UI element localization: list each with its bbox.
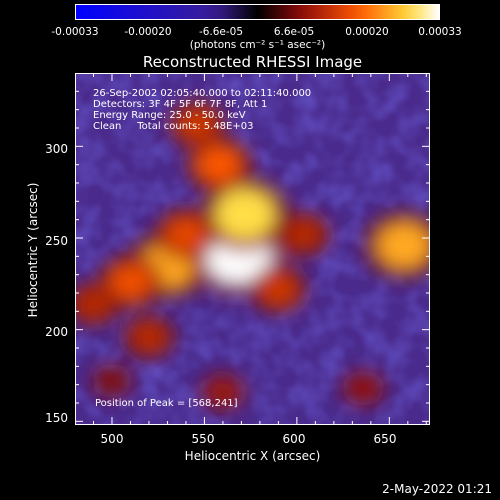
axes [75,73,430,425]
info-counts: Clean Total counts: 5.48E+03 [93,121,254,132]
colorbar-tick-label: 6.6e-05 [273,26,315,38]
info-energy-range: Energy Range: 25.0 - 50.0 keV [93,110,246,121]
plot-timestamp: 2-May-2022 01:21 [382,482,492,496]
plot-frame [75,73,430,425]
source-blob [286,219,322,250]
chart-title: Reconstructed RHESSI Image [142,53,363,71]
colorbar-tick-label: -0.00033 [51,26,99,38]
source-blob [98,369,126,393]
source-blob [349,376,378,401]
source-blob [76,289,111,319]
x-axis-label: Heliocentric X (arcsec) [184,449,321,463]
x-tick-label: 650 [373,432,397,446]
source-blob [377,222,430,269]
source-blob [215,188,276,240]
source-blob [109,263,152,301]
colorbar-tick-label: 0.00020 [345,26,389,38]
colorbar-unit-label: (photons cm⁻² s⁻¹ asec⁻²) [189,39,326,51]
x-tick-label: 550 [191,432,215,446]
rhessi-image [75,73,430,425]
y-axis-label: Heliocentric Y (arcsec) [26,182,40,318]
y-tick-label: 200 [45,325,68,339]
source-blob [178,108,217,141]
peak-position-label: Position of Peak = [568,241] [95,398,238,409]
colorbar-tick-label: -6.6e-05 [198,26,244,38]
x-tick-label: 500 [100,432,124,446]
colorbar [75,4,440,20]
colorbar-tick-label: -0.00020 [124,26,172,38]
colorbar-tick-label: 0.00033 [418,26,462,38]
info-detectors: Detectors: 3F 4F 5F 6F 7F 8F, Att 1 [93,99,268,110]
source-blob [197,145,242,184]
source-blob [259,273,298,306]
y-tick-label: 150 [45,411,68,425]
source-blob [165,216,207,252]
source-blob [131,322,167,352]
info-time-range: 26-Sep-2002 02:05:40.000 to 02:11:40.000 [93,88,312,99]
y-tick-label: 300 [45,142,68,156]
source-layer [75,100,430,411]
source-blob [207,379,239,405]
x-tick-label: 600 [282,432,306,446]
y-tick-label: 250 [45,234,68,248]
